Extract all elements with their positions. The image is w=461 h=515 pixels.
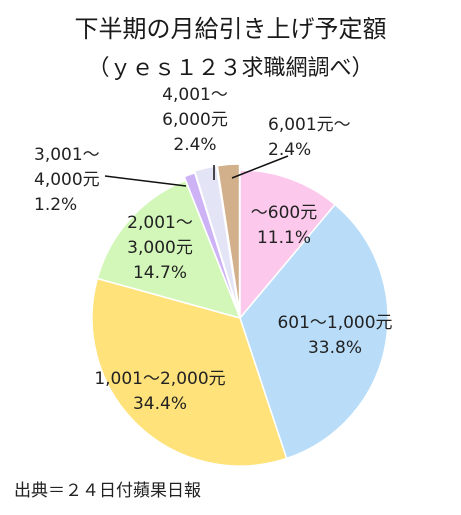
pie-slice [216, 163, 241, 313]
pie-slice [239, 169, 337, 321]
slice-label: 4,001～ 6,000元 [162, 85, 228, 130]
slice-label: 1,001～2,000元 [94, 369, 225, 389]
slice-value-label: 11.1% [257, 228, 311, 248]
pie-slice [193, 164, 240, 313]
slice-value-label: 33.8% [308, 338, 362, 358]
source-note: 出典＝２４日付蘋果日報 [14, 481, 201, 501]
pie-slice [239, 203, 389, 460]
slice-label: ～600元 [251, 203, 317, 223]
slice-value-label: 1.2% [34, 195, 77, 215]
chart-title: 下半期の月給引き上げ予定額 [74, 15, 387, 43]
slice-label: 3,001～ 4,000元 [34, 145, 100, 190]
chart-subtitle: （ｙｅｓ１２３求職網調べ） [87, 56, 374, 81]
slice-value-label: 14.7% [133, 263, 187, 283]
leader-line [231, 155, 289, 179]
slice-value-label: 2.4% [173, 135, 216, 155]
slice-label: 6,001元～ [268, 115, 351, 135]
leader-line [104, 175, 187, 187]
slice-label: 601～1,000元 [277, 313, 392, 333]
slice-label: 2,001～ 3,000元 [127, 213, 193, 258]
pie-slice [91, 277, 288, 467]
slice-value-label: 2.4% [268, 140, 311, 160]
slice-value-label: 34.4% [133, 394, 187, 414]
